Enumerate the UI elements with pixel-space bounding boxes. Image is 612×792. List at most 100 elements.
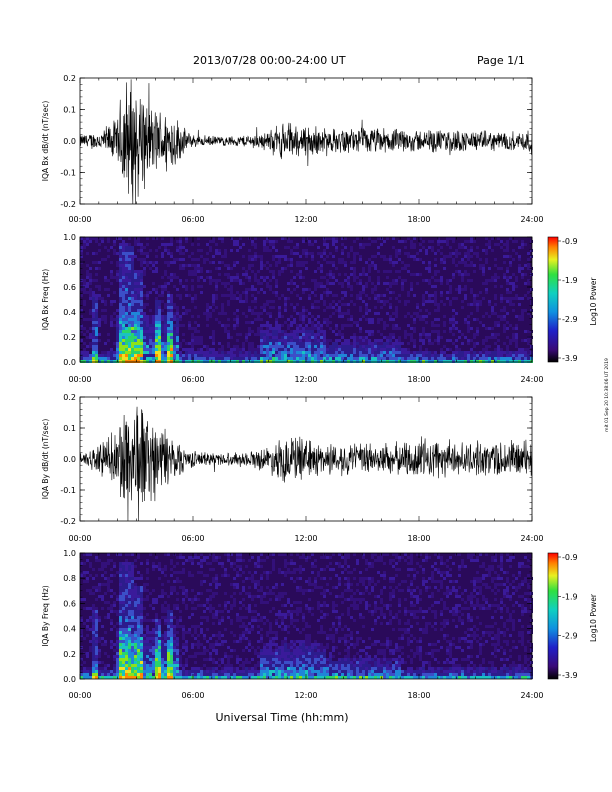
spectrogram-cell — [119, 574, 122, 577]
spectrogram-cell — [164, 249, 167, 252]
spectrogram-cell — [191, 288, 194, 291]
spectrogram-cell — [272, 243, 275, 246]
spectrogram-cell — [146, 625, 149, 628]
spectrogram-cell — [80, 327, 83, 330]
spectrogram-cell — [134, 670, 137, 673]
spectrogram-cell — [281, 354, 284, 357]
spectrogram-cell — [398, 354, 401, 357]
spectrogram-cell — [221, 610, 224, 613]
spectrogram-cell — [131, 297, 134, 300]
spectrogram-cell — [161, 583, 164, 586]
spectrogram-cell — [506, 243, 509, 246]
spectrogram-cell — [104, 670, 107, 673]
spectrogram-cell — [242, 351, 245, 354]
spectrogram-cell — [170, 640, 173, 643]
spectrogram-cell — [338, 345, 341, 348]
spectrogram-cell — [266, 670, 269, 673]
spectrogram-cell — [320, 342, 323, 345]
spectrogram-cell — [83, 237, 86, 240]
spectrogram-cell — [461, 276, 464, 279]
spectrogram-cell — [170, 637, 173, 640]
spectrogram-cell — [152, 655, 155, 658]
spectrogram-cell — [236, 655, 239, 658]
spectrogram-cell — [263, 354, 266, 357]
spectrogram-cell — [137, 598, 140, 601]
spectrogram-cell — [89, 676, 92, 679]
spectrogram-cell — [89, 354, 92, 357]
spectrogram-cell — [146, 252, 149, 255]
spectrogram-cell — [299, 327, 302, 330]
spectrogram-cell — [242, 267, 245, 270]
spectrogram-cell — [488, 267, 491, 270]
spectrogram-cell — [191, 673, 194, 676]
spectrogram-cell — [140, 285, 143, 288]
spectrogram-cell — [446, 279, 449, 282]
spectrogram-cell — [407, 324, 410, 327]
spectrogram-cell — [347, 354, 350, 357]
spectrogram-cell — [221, 306, 224, 309]
spectrogram-cell — [488, 246, 491, 249]
spectrogram-cell — [131, 604, 134, 607]
spectrogram-cell — [89, 619, 92, 622]
spectrogram-cell — [278, 357, 281, 360]
spectrogram-cell — [329, 345, 332, 348]
spectrogram-cell — [278, 324, 281, 327]
spectrogram-cell — [86, 580, 89, 583]
spectrogram-cell — [161, 661, 164, 664]
spectrogram-cell — [83, 282, 86, 285]
spectrogram-cell — [146, 342, 149, 345]
spectrogram-cell — [317, 315, 320, 318]
spectrogram-cell — [173, 616, 176, 619]
spectrogram-cell — [263, 658, 266, 661]
spectrogram-cell — [200, 670, 203, 673]
spectrogram-cell — [374, 360, 377, 363]
spectrogram-cell — [134, 318, 137, 321]
spectrogram-cell — [239, 348, 242, 351]
spectrogram-cell — [362, 354, 365, 357]
spectrogram-cell — [80, 285, 83, 288]
spectrogram-cell — [407, 354, 410, 357]
spectrogram-cell — [287, 333, 290, 336]
spectrogram-cell — [110, 646, 113, 649]
spectrogram-cell — [365, 342, 368, 345]
spectrogram-cell — [134, 583, 137, 586]
x-tick-label: 12:00 — [294, 375, 317, 384]
spectrogram-cell — [473, 342, 476, 345]
spectrogram-cell — [170, 613, 173, 616]
spectrogram-cell — [509, 354, 512, 357]
spectrogram-cell — [80, 261, 83, 264]
spectrogram-cell — [221, 345, 224, 348]
spectrogram-cell — [104, 258, 107, 261]
spectrogram-cell — [362, 243, 365, 246]
spectrogram-cell — [425, 279, 428, 282]
spectrogram-cell — [284, 333, 287, 336]
spectrogram-cell — [287, 318, 290, 321]
spectrogram-cell — [161, 288, 164, 291]
spectrogram-cell — [506, 345, 509, 348]
spectrogram-cell — [158, 646, 161, 649]
spectrogram-cell — [356, 321, 359, 324]
spectrogram-cell — [158, 565, 161, 568]
spectrogram-cell — [311, 327, 314, 330]
spectrogram-cell — [302, 282, 305, 285]
spectrogram-cell — [194, 360, 197, 363]
spectrogram-cell — [302, 342, 305, 345]
spectrogram-cell — [524, 282, 527, 285]
spectrogram-cell — [152, 628, 155, 631]
spectrogram-cell — [113, 312, 116, 315]
spectrogram-cell — [176, 643, 179, 646]
spectrogram-cell — [248, 345, 251, 348]
spectrogram-cell — [458, 348, 461, 351]
spectrogram-cell — [476, 306, 479, 309]
spectrogram-cell — [497, 267, 500, 270]
spectrogram-cell — [221, 294, 224, 297]
spectrogram-cell — [95, 661, 98, 664]
spectrogram-cell — [494, 333, 497, 336]
spectrogram-cell — [428, 246, 431, 249]
spectrogram-cell — [167, 333, 170, 336]
spectrogram-cell — [434, 291, 437, 294]
spectrogram-cell — [152, 607, 155, 610]
spectrogram-cell — [134, 330, 137, 333]
spectrogram-cell — [215, 297, 218, 300]
spectrogram-cell — [452, 276, 455, 279]
